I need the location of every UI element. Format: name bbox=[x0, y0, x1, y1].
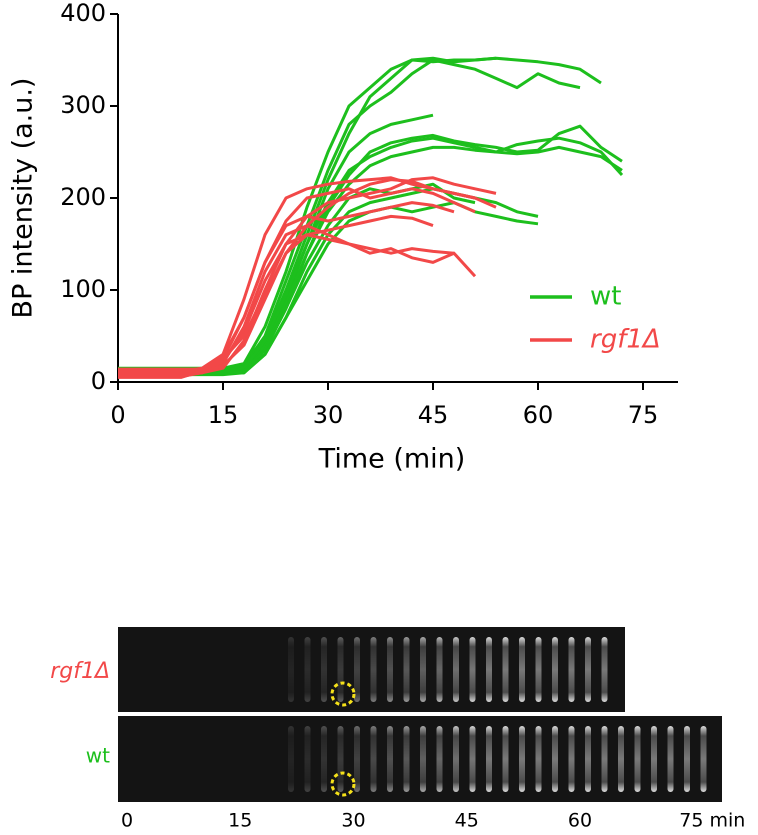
stripe bbox=[403, 637, 410, 702]
kymo-tick-label: 30 bbox=[341, 810, 365, 832]
stripe bbox=[502, 726, 509, 792]
stripe bbox=[552, 726, 558, 792]
stripe bbox=[700, 726, 707, 792]
stripe bbox=[288, 726, 294, 792]
stripe bbox=[387, 637, 393, 702]
stripe bbox=[420, 726, 426, 792]
stripe bbox=[585, 637, 591, 702]
stripe bbox=[469, 726, 476, 792]
stripe bbox=[453, 637, 459, 702]
trace-line bbox=[118, 56, 497, 370]
stripe bbox=[337, 726, 344, 792]
stripe bbox=[370, 637, 377, 702]
stripe bbox=[502, 637, 509, 702]
trace-line bbox=[118, 124, 623, 377]
highlight-circle bbox=[330, 681, 356, 707]
stripe bbox=[634, 726, 641, 792]
highlight-circle bbox=[330, 771, 356, 797]
stripe bbox=[354, 637, 360, 702]
stripe bbox=[321, 726, 327, 792]
stripe bbox=[568, 637, 575, 702]
kymo-tick-label: 75 min bbox=[679, 810, 745, 832]
y-tick-label: 100 bbox=[60, 275, 106, 303]
stripe bbox=[370, 726, 377, 792]
stripe bbox=[321, 637, 327, 702]
y-tick-label: 300 bbox=[60, 91, 106, 119]
x-tick-label: 15 bbox=[208, 401, 239, 429]
kymo-tick-label: 45 bbox=[455, 810, 479, 832]
y-axis-label: BP intensity (a.u.) bbox=[8, 78, 39, 319]
stripe bbox=[337, 637, 344, 702]
stripe bbox=[601, 637, 608, 702]
kymo-tick-label: 60 bbox=[568, 810, 592, 832]
stripe bbox=[469, 637, 476, 702]
stripe bbox=[651, 726, 657, 792]
x-tick-label: 60 bbox=[523, 401, 554, 429]
stripe bbox=[535, 637, 542, 702]
stripe bbox=[304, 726, 311, 792]
x-tick-label: 75 bbox=[628, 401, 659, 429]
x-tick-label: 0 bbox=[110, 401, 125, 429]
row-label: rgf1Δ bbox=[50, 659, 110, 684]
stripe bbox=[585, 726, 591, 792]
trace-line bbox=[118, 201, 455, 371]
stripe bbox=[420, 637, 426, 702]
stripe bbox=[453, 726, 459, 792]
stripe bbox=[552, 637, 558, 702]
stripe bbox=[436, 726, 443, 792]
stripe bbox=[667, 726, 674, 792]
stripe bbox=[354, 726, 360, 792]
stripe bbox=[486, 726, 492, 792]
stripe bbox=[535, 726, 542, 792]
trace-line bbox=[118, 178, 476, 377]
stripe bbox=[387, 726, 393, 792]
x-tick-label: 45 bbox=[418, 401, 449, 429]
stripe bbox=[486, 637, 492, 702]
stripe bbox=[601, 726, 608, 792]
stripe bbox=[618, 726, 624, 792]
trace-line bbox=[118, 136, 624, 375]
stripe bbox=[436, 637, 443, 702]
x-tick-label: 30 bbox=[313, 401, 344, 429]
legend-label: wt bbox=[590, 282, 621, 312]
stripe bbox=[684, 726, 690, 792]
x-axis-label: Time (min) bbox=[318, 444, 466, 475]
stripe bbox=[519, 637, 525, 702]
legend-label: rgf1Δ bbox=[590, 325, 661, 355]
kymo-tick-label: 15 bbox=[228, 810, 252, 832]
stripe bbox=[304, 637, 311, 702]
y-tick-label: 400 bbox=[60, 0, 106, 27]
stripe bbox=[288, 637, 294, 702]
kymo-tick-label: 0 bbox=[121, 810, 133, 832]
y-tick-label: 0 bbox=[91, 367, 106, 395]
stripe bbox=[519, 726, 525, 792]
stripe bbox=[568, 726, 575, 792]
row-label: wt bbox=[86, 744, 110, 768]
y-tick-label: 200 bbox=[60, 183, 106, 211]
stripe bbox=[403, 726, 410, 792]
trace-line bbox=[118, 187, 539, 375]
